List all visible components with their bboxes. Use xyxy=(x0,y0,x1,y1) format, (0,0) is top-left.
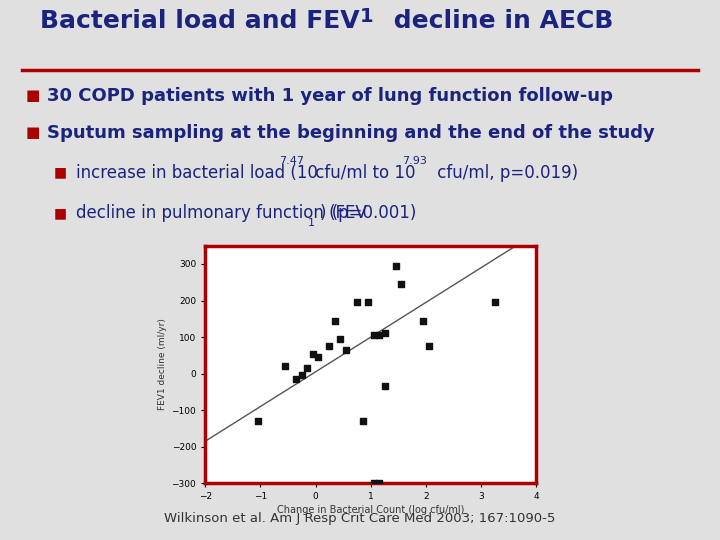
Point xyxy=(418,316,429,325)
Text: ■: ■ xyxy=(54,206,67,220)
Text: ■: ■ xyxy=(25,125,40,140)
Point xyxy=(373,479,384,488)
Text: Sputum sampling at the beginning and the end of the study: Sputum sampling at the beginning and the… xyxy=(47,124,654,141)
Point xyxy=(379,329,390,338)
Point xyxy=(296,371,307,380)
Point xyxy=(423,342,434,350)
Point xyxy=(340,346,351,354)
Text: cfu/ml, p=0.019): cfu/ml, p=0.019) xyxy=(432,164,578,181)
Point xyxy=(312,353,324,361)
Text: ■: ■ xyxy=(54,166,67,180)
Text: 1: 1 xyxy=(360,8,374,26)
Point xyxy=(368,479,379,488)
Point xyxy=(351,298,363,307)
Point xyxy=(323,342,335,350)
Text: Bacterial load and FEV: Bacterial load and FEV xyxy=(40,9,360,33)
Point xyxy=(368,331,379,340)
Point xyxy=(335,335,346,343)
Point xyxy=(379,382,390,391)
X-axis label: Change in Bacterial Count (log cfu/ml): Change in Bacterial Count (log cfu/ml) xyxy=(277,505,464,516)
Point xyxy=(356,417,368,426)
Point xyxy=(329,316,341,325)
Point xyxy=(290,375,302,383)
Text: decline in AECB: decline in AECB xyxy=(385,9,613,33)
Point xyxy=(252,417,264,426)
Y-axis label: FEV1 decline (ml/yr): FEV1 decline (ml/yr) xyxy=(158,319,167,410)
Text: 7.47: 7.47 xyxy=(279,156,305,166)
Text: 7.93: 7.93 xyxy=(402,156,427,166)
Point xyxy=(395,280,407,288)
Text: Wilkinson et al. Am J Resp Crit Care Med 2003; 167:1090-5: Wilkinson et al. Am J Resp Crit Care Med… xyxy=(164,512,556,525)
Text: decline in pulmonary function (FEV: decline in pulmonary function (FEV xyxy=(76,204,366,222)
Text: ■: ■ xyxy=(25,88,40,103)
Point xyxy=(307,349,318,358)
Point xyxy=(302,364,313,373)
Point xyxy=(279,362,291,370)
Text: ) (p=0.001): ) (p=0.001) xyxy=(320,204,417,222)
Point xyxy=(390,261,402,270)
Point xyxy=(373,331,384,340)
Point xyxy=(490,298,501,307)
Text: cfu/ml to 10: cfu/ml to 10 xyxy=(310,164,415,181)
Text: 30 COPD patients with 1 year of lung function follow-up: 30 COPD patients with 1 year of lung fun… xyxy=(47,87,613,105)
Point xyxy=(362,298,374,307)
Text: increase in bacterial load (10: increase in bacterial load (10 xyxy=(76,164,318,181)
Text: 1: 1 xyxy=(308,218,315,228)
